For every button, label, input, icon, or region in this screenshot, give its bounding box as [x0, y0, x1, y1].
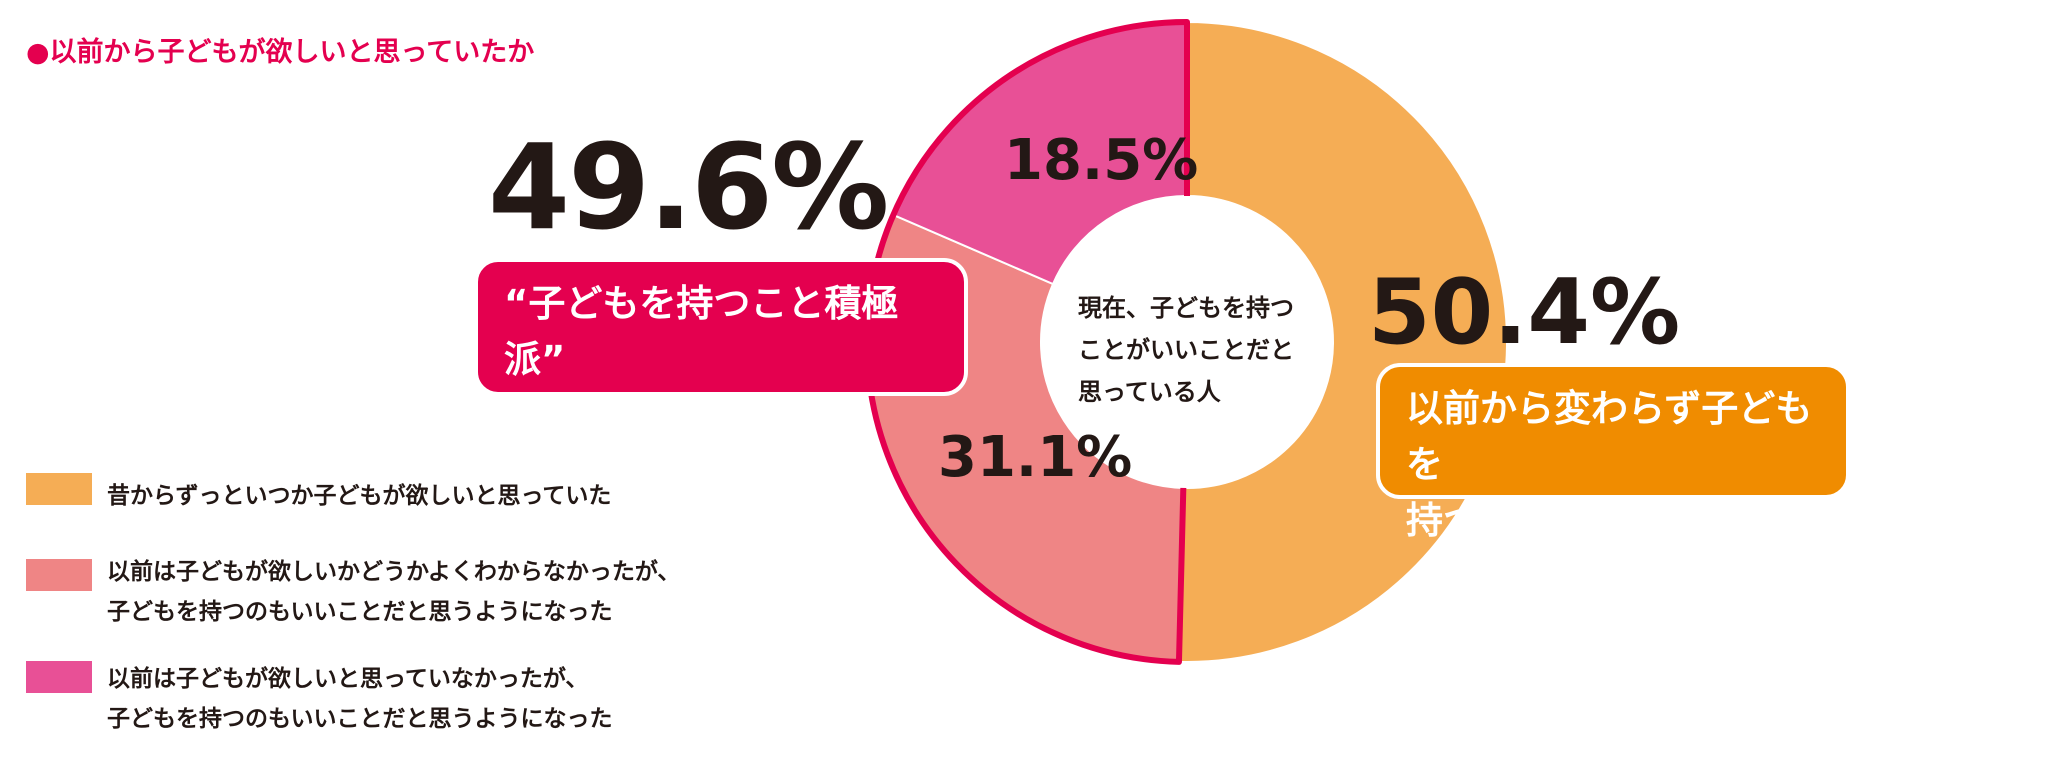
center-label: 現在、子どもを持つ ことがいいことだと 思っている人 [1078, 294, 1294, 406]
legend-label: 以前は子どもが欲しいと思っていなかったが、 子どもを持つのもいいことだと思うよう… [107, 666, 613, 732]
legend-swatch [26, 661, 92, 693]
value-label: 31.1% [938, 425, 1133, 490]
legend-label: 昔からずっといつか子どもが欲しいと思っていた [107, 483, 612, 509]
donut-slice [1177, 20, 1508, 663]
group-total: 49.6% [488, 118, 889, 256]
legend-swatch [26, 559, 92, 591]
legend-label: 以前は子どもが欲しいかどうかよくわからなかったが、 子どもを持つのもいいことだと… [107, 559, 681, 625]
legend-swatch [26, 473, 92, 505]
value-label: 50.4% [1368, 260, 1681, 365]
chart-title: ●以前から子どもが欲しいと思っていたか [26, 37, 535, 68]
group-label: “子どもを持つこと積極派” に変化 [474, 258, 968, 437]
value-label: 18.5% [1004, 128, 1199, 193]
main-label: 以前から変わらず子どもを 持つことに積極的 [1376, 363, 1850, 542]
